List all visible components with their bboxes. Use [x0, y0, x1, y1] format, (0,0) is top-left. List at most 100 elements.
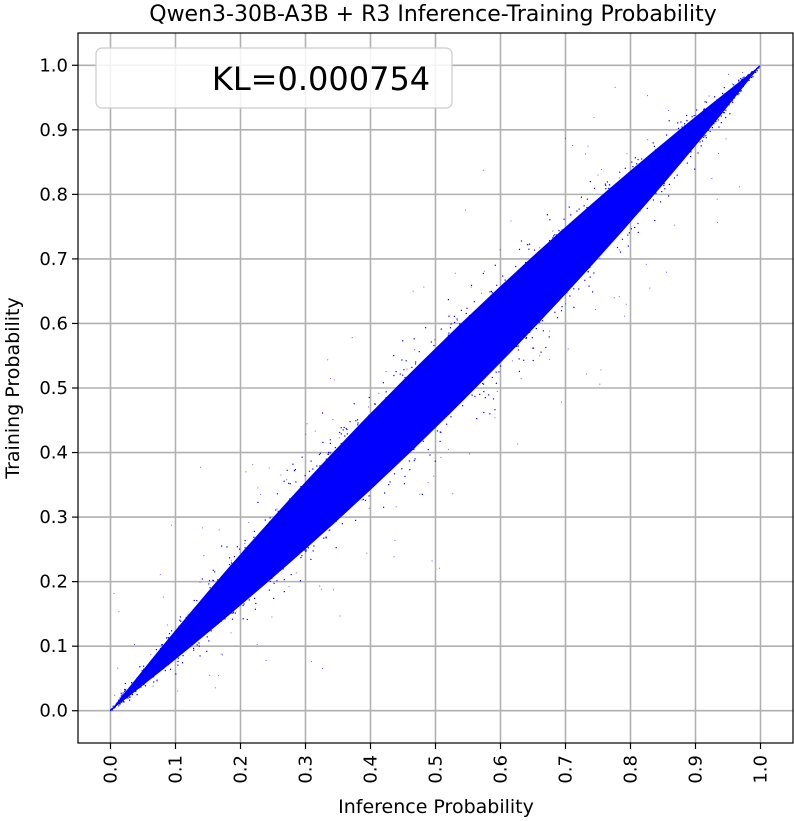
scatter-point — [334, 450, 336, 452]
scatter-point — [118, 705, 120, 707]
scatter-point — [227, 589, 229, 591]
scatter-point — [731, 99, 733, 101]
scatter-point — [195, 622, 197, 624]
scatter-outlier — [725, 138, 727, 140]
scatter-point — [527, 303, 529, 306]
scatter-point — [600, 212, 603, 214]
scatter-point — [295, 522, 297, 524]
scatter-point — [171, 651, 173, 653]
scatter-point — [758, 67, 760, 69]
scatter-point — [271, 533, 273, 535]
scatter-point — [557, 262, 559, 264]
scatter-point — [416, 390, 418, 392]
scatter-point — [754, 70, 756, 72]
scatter-point — [306, 492, 309, 494]
scatter-point — [304, 504, 306, 506]
scatter-point — [380, 460, 382, 462]
scatter-point — [179, 641, 181, 644]
scatter-point — [375, 461, 377, 464]
scatter-point — [302, 546, 304, 548]
scatter-point — [214, 607, 216, 609]
scatter-point — [174, 631, 176, 633]
scatter-point — [483, 383, 485, 385]
scatter-point — [490, 311, 492, 313]
scatter-point — [404, 475, 406, 478]
scatter-point — [528, 290, 530, 292]
scatter-point — [180, 638, 182, 640]
scatter-point — [401, 468, 403, 470]
scatter-point — [266, 557, 269, 559]
scatter-point — [470, 372, 473, 375]
scatter-point — [720, 122, 722, 124]
scatter-point — [289, 548, 291, 550]
scatter-point — [181, 625, 183, 628]
scatter-point — [559, 274, 561, 276]
scatter-point — [535, 328, 537, 330]
scatter-point — [155, 658, 157, 660]
scatter-point — [708, 120, 710, 122]
scatter-point — [589, 266, 591, 268]
scatter-point — [175, 643, 177, 645]
scatter-point — [121, 694, 123, 696]
scatter-point — [668, 167, 670, 169]
scatter-point — [425, 327, 427, 329]
scatter-point — [693, 124, 695, 126]
scatter-point — [704, 118, 706, 120]
scatter-point — [716, 111, 718, 113]
scatter-point — [221, 596, 224, 598]
scatter-point — [350, 490, 352, 492]
scatter-point — [457, 388, 460, 390]
scatter-outlier — [674, 224, 676, 226]
scatter-point — [592, 257, 594, 260]
scatter-point — [513, 327, 516, 329]
scatter-point — [185, 635, 187, 637]
scatter-point — [658, 163, 660, 165]
scatter-point — [425, 419, 427, 421]
scatter-point — [676, 165, 678, 167]
scatter-point — [414, 417, 416, 419]
scatter-point — [440, 401, 442, 403]
scatter-outlier — [496, 391, 498, 392]
scatter-point — [673, 149, 675, 151]
scatter-point — [593, 234, 595, 236]
scatter-point — [192, 609, 194, 611]
scatter-outlier — [368, 406, 369, 408]
scatter-point — [272, 549, 274, 551]
scatter-point — [208, 580, 211, 582]
scatter-point — [588, 231, 590, 233]
scatter-point — [269, 517, 271, 519]
scatter-point — [488, 298, 490, 300]
scatter-point — [350, 465, 352, 467]
scatter-point — [272, 548, 274, 550]
scatter-point — [313, 496, 315, 498]
scatter-point — [675, 135, 677, 137]
scatter-point — [439, 382, 441, 384]
scatter-point — [510, 293, 512, 296]
scatter-point — [486, 320, 488, 322]
scatter-point — [565, 287, 567, 289]
scatter-point — [686, 114, 688, 117]
scatter-point — [250, 569, 252, 571]
scatter-point — [335, 471, 337, 473]
scatter-point — [329, 477, 331, 479]
scatter-outlier — [218, 529, 220, 531]
scatter-point — [185, 621, 187, 624]
scatter-point — [565, 290, 568, 293]
scatter-point — [506, 327, 508, 329]
scatter-point — [638, 180, 641, 183]
scatter-point — [502, 275, 504, 277]
scatter-point — [597, 247, 599, 249]
scatter-point — [464, 365, 466, 367]
scatter-point — [493, 332, 495, 334]
scatter-point — [170, 668, 172, 670]
scatter-point — [498, 371, 500, 373]
scatter-outlier — [395, 506, 397, 508]
scatter-point — [161, 656, 163, 658]
scatter-point — [368, 462, 370, 464]
scatter-point — [265, 562, 267, 564]
scatter-point — [643, 200, 645, 202]
scatter-point — [325, 537, 327, 539]
scatter-point — [702, 130, 704, 132]
scatter-point — [171, 630, 173, 632]
scatter-point — [521, 315, 523, 317]
